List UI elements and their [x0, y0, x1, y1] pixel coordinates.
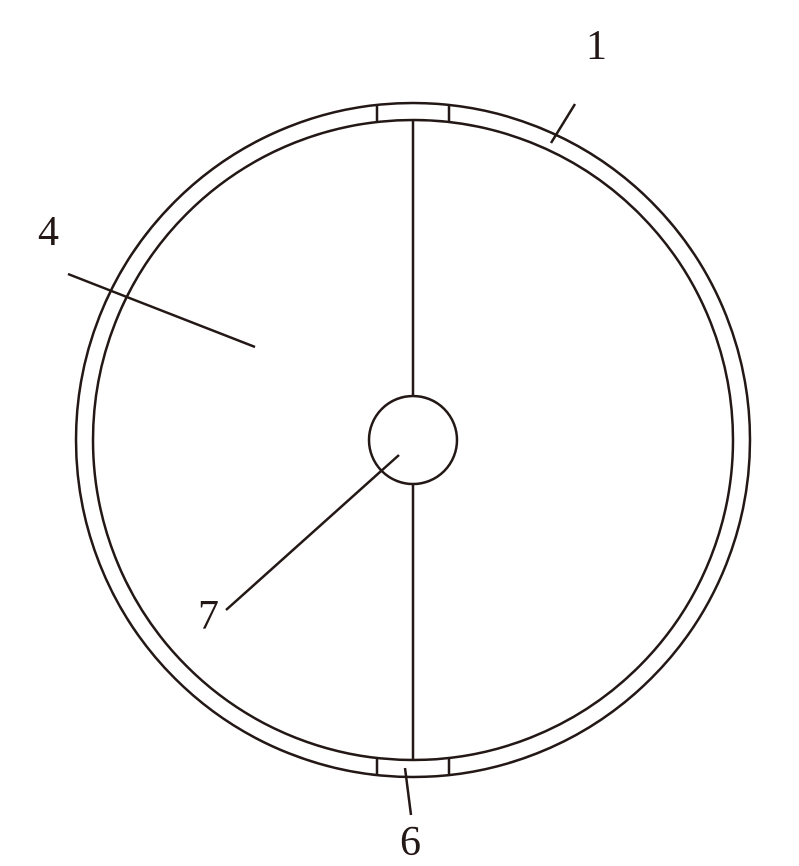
- leader-line-6: [405, 768, 411, 815]
- diagram-container: 1 4 7 6: [0, 0, 799, 860]
- technical-diagram-svg: [0, 0, 799, 860]
- label-1: 1: [586, 22, 607, 70]
- diagram-strokes: [68, 103, 750, 815]
- leader-line-4: [68, 274, 255, 347]
- label-6: 6: [400, 818, 421, 866]
- label-4: 4: [38, 208, 59, 256]
- label-7: 7: [198, 592, 219, 640]
- leader-line-7: [226, 455, 399, 610]
